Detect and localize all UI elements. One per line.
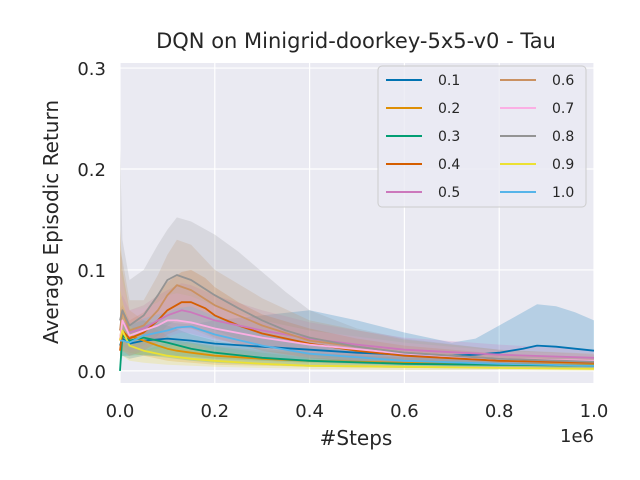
legend: 0.1 0.2 0.3 0.4 0.5 0.6 0.7 0.8 0.9 1.0 [377,65,587,208]
band-0.9 [120,290,594,371]
legend-label-0.3: 0.3 [438,129,460,145]
y-tick-label: 0.2 [77,160,106,181]
band-0.2 [120,229,594,368]
legend-label-0.1: 0.1 [438,73,460,89]
y-tick-label: 0.3 [77,59,106,80]
legend-box [377,65,587,208]
y-tick-label: 0.1 [77,261,106,282]
x-tick-label: 0.4 [295,401,324,422]
legend-label-0.9: 0.9 [552,157,574,173]
legend-label-0.8: 0.8 [552,129,574,145]
series-line-0.5 [119,309,595,359]
band-0.7 [120,269,594,367]
series-lines [119,274,595,371]
x-tick-label: 0.0 [106,401,135,422]
band-0.4 [120,269,594,368]
band-0.1 [120,304,594,366]
y-axis-label: Average Episodic Return [39,100,63,344]
series-line-0.7 [119,319,595,362]
band-0.6 [120,239,594,367]
legend-label-0.5: 0.5 [438,185,460,201]
legend-label-0.4: 0.4 [438,157,460,173]
legend-label-0.2: 0.2 [438,101,460,117]
y-tick-label: 0.0 [77,362,106,383]
x-axis-label: #Steps [320,426,393,450]
series-line-0.3 [119,334,595,371]
legend-label-1.0: 1.0 [552,185,574,201]
x-axis-ticks: 0.0 0.2 0.4 0.6 0.8 1.0 [106,401,609,422]
legend-label-0.7: 0.7 [552,101,574,117]
series-line-0.4 [119,301,595,364]
x-tick-label: 0.2 [200,401,229,422]
x-axis-offset-label: 1e6 [560,426,594,447]
chart-title: DQN on Minigrid-doorkey-5x5-v0 - Tau [156,29,556,53]
series-line-0.8 [119,274,595,363]
y-axis-ticks: 0.0 0.1 0.2 0.3 [77,59,106,383]
band-0.8 [120,148,594,367]
x-tick-label: 0.6 [390,401,419,422]
series-line-1.0 [120,325,595,367]
x-tick-label: 0.8 [485,401,514,422]
legend-label-0.6: 0.6 [552,73,574,89]
x-tick-label: 1.0 [580,401,609,422]
band-0.5 [120,283,594,365]
